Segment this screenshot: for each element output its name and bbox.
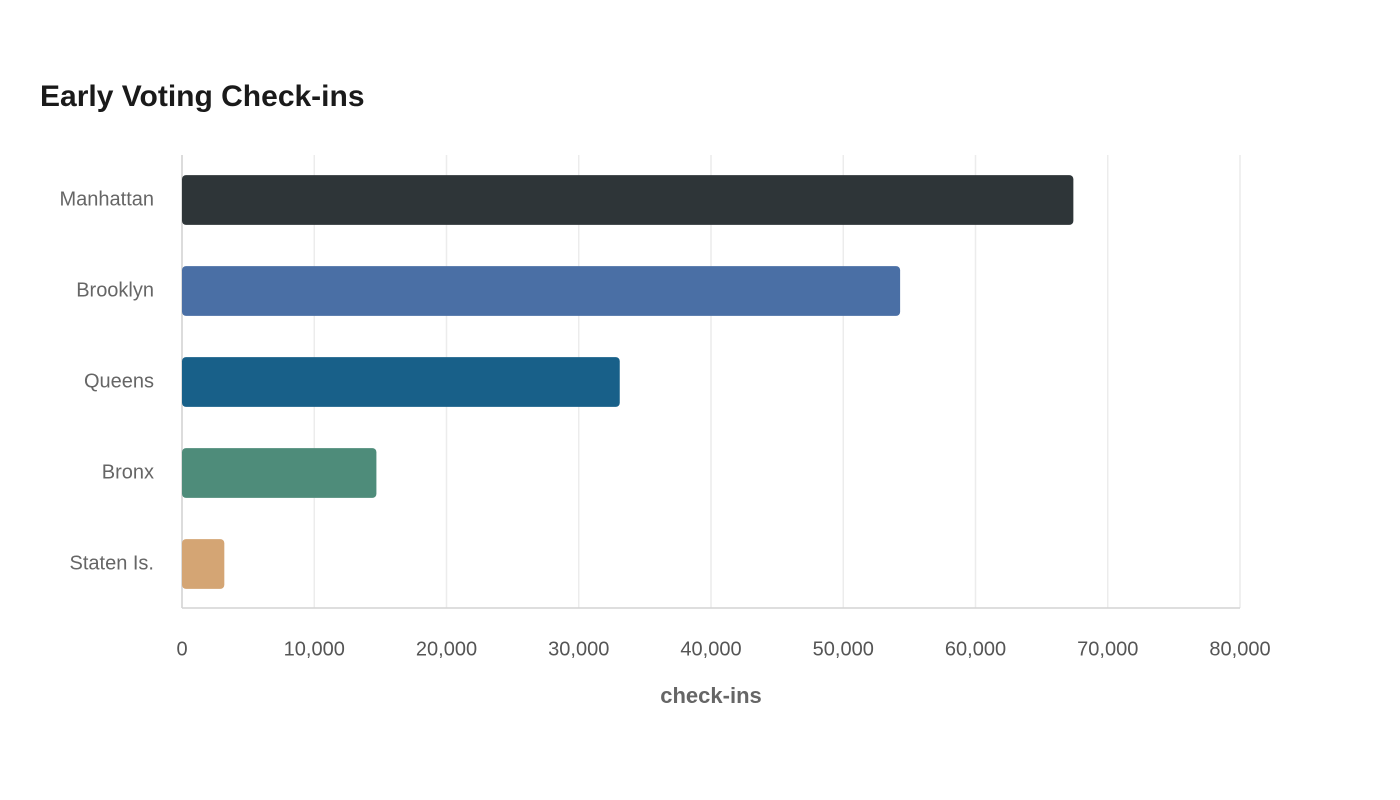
y-tick-label: Staten Is. bbox=[70, 552, 155, 574]
chart-title: Early Voting Check-ins bbox=[40, 80, 365, 113]
x-axis-title: check-ins bbox=[660, 683, 762, 708]
x-tick-label: 0 bbox=[176, 638, 187, 660]
y-tick-label: Brooklyn bbox=[76, 279, 154, 301]
bar bbox=[182, 357, 620, 407]
bar bbox=[182, 266, 901, 316]
x-tick-label: 70,000 bbox=[1077, 638, 1138, 660]
x-tick-label: 40,000 bbox=[680, 638, 741, 660]
y-tick-label: Bronx bbox=[102, 461, 154, 483]
bar bbox=[182, 448, 377, 498]
x-tick-label: 20,000 bbox=[416, 638, 477, 660]
y-tick-label: Queens bbox=[84, 370, 154, 392]
bar bbox=[182, 539, 225, 589]
x-tick-label: 30,000 bbox=[548, 638, 609, 660]
x-tick-label: 80,000 bbox=[1209, 638, 1270, 660]
y-tick-label: Manhattan bbox=[59, 188, 154, 210]
bar bbox=[182, 175, 1074, 225]
x-tick-label: 50,000 bbox=[813, 638, 874, 660]
x-tick-label: 10,000 bbox=[284, 638, 345, 660]
x-tick-label: 60,000 bbox=[945, 638, 1006, 660]
